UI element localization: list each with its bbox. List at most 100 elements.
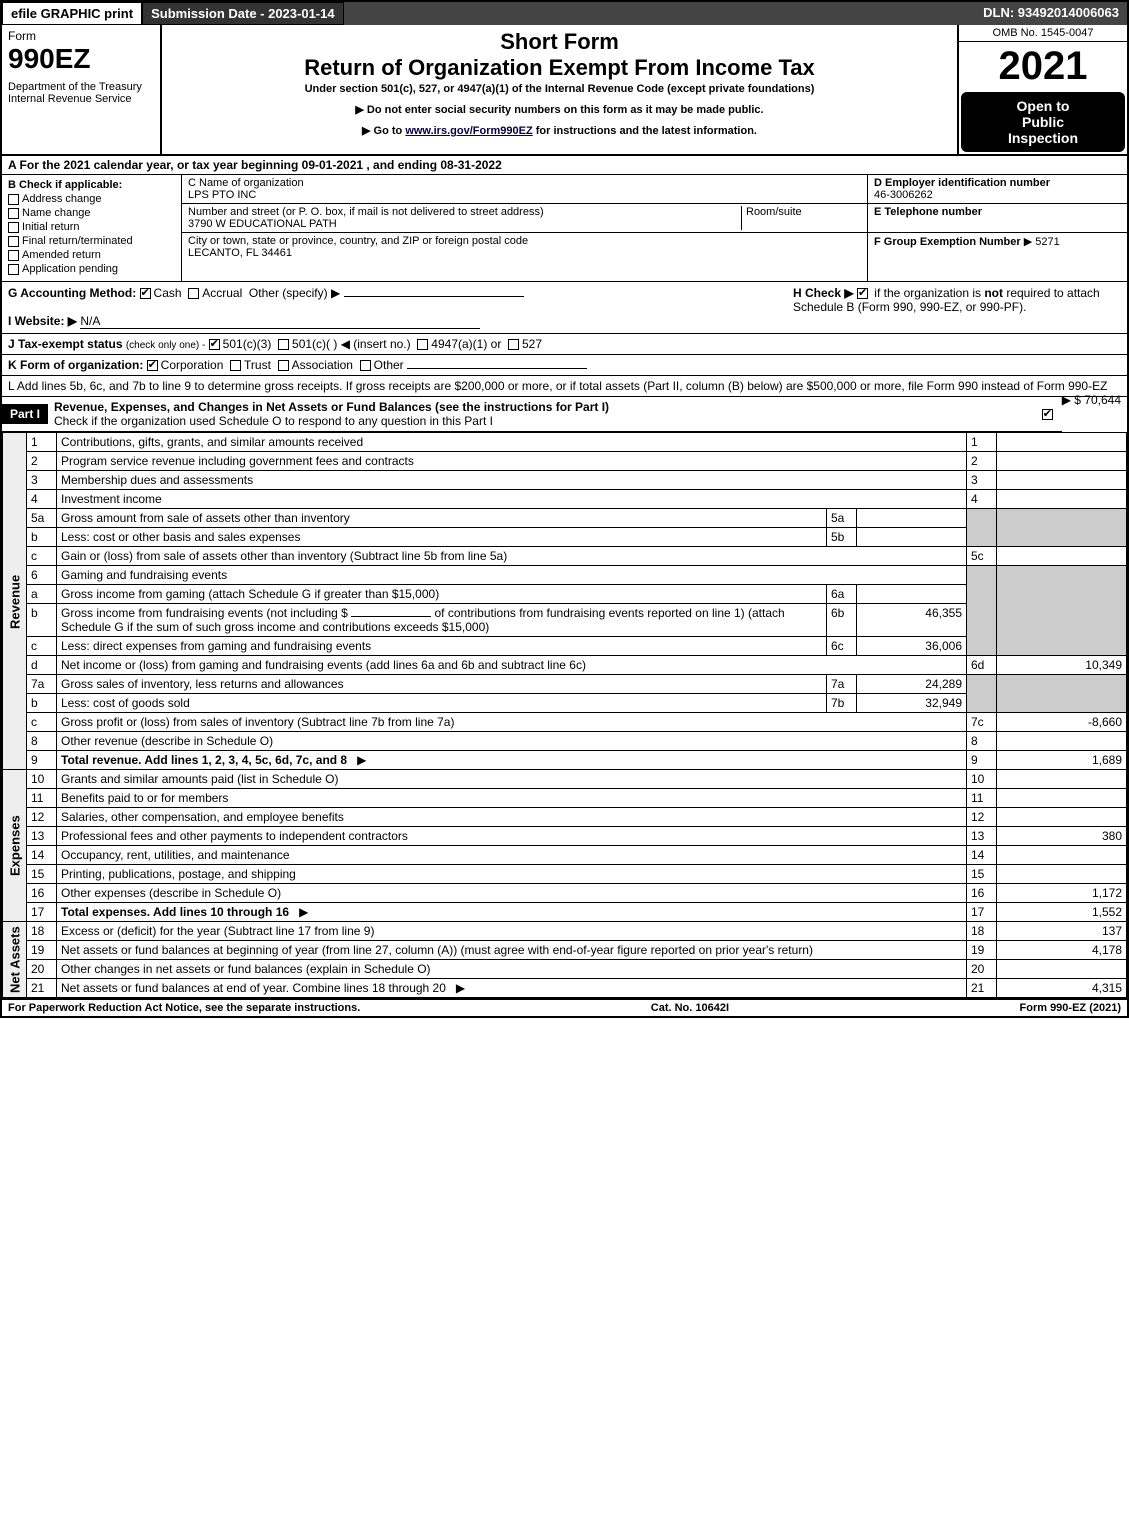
h-label: H Check ▶ [793,286,854,300]
check-527[interactable] [508,339,519,350]
expenses-sidelabel: Expenses [3,770,27,922]
l6b-ibox: 6b [827,604,857,637]
check-application-pending[interactable]: Application pending [8,263,175,275]
l17-value: 1,552 [997,903,1127,922]
department-label: Department of the Treasury Internal Reve… [8,81,154,105]
check-cash[interactable] [140,288,151,299]
efile-print-button[interactable]: efile GRAPHIC print [2,2,142,25]
line-17: 17 Total expenses. Add lines 10 through … [3,903,1127,922]
l18-num: 18 [27,922,57,941]
l10-text: Grants and similar amounts paid (list in… [61,772,338,786]
org-name-label: C Name of organization [188,177,304,189]
other-input[interactable] [344,296,524,297]
check-accrual[interactable] [188,288,199,299]
l15-num: 15 [27,865,57,884]
revenue-table: Revenue 1 Contributions, gifts, grants, … [2,432,1127,998]
check-trust[interactable] [230,360,241,371]
check-4947a1[interactable] [417,339,428,350]
group-exemption-label: F Group Exemption Number [874,236,1021,248]
l5a-ivalue [857,509,967,528]
telephone-label: E Telephone number [874,206,982,218]
l6b-text1: Gross income from fundraising events (no… [61,606,348,620]
l12-text: Salaries, other compensation, and employ… [61,810,344,824]
g-label: G Accounting Method: [8,286,136,300]
accrual-label: Accrual [202,286,242,300]
l-amount: ▶ $ 70,644 [1062,393,1121,407]
schedule-b-check: H Check ▶ if the organization is not req… [787,282,1127,333]
l6a-text: Gross income from gaming (attach Schedul… [61,587,439,601]
check-schedule-o[interactable] [1042,409,1053,420]
l6b-blank[interactable] [351,616,431,617]
col-d-ein: D Employer identification number 46-3006… [867,175,1127,281]
l16-box: 16 [967,884,997,903]
l7b-text: Less: cost of goods sold [61,696,190,710]
check-schedule-b[interactable] [857,288,868,299]
line-20: 20 Other changes in net assets or fund b… [3,960,1127,979]
l17-num: 17 [27,903,57,922]
street-cell: Number and street (or P. O. box, if mail… [182,204,867,233]
check-amended-return[interactable]: Amended return [8,249,175,261]
association-label: Association [292,358,353,372]
l21-value: 4,315 [997,979,1127,998]
l19-num: 19 [27,941,57,960]
l10-value [997,770,1127,789]
l9-num: 9 [27,751,57,770]
l7-greybox [967,675,997,713]
l5c-num: c [27,547,57,566]
l2-num: 2 [27,452,57,471]
org-name-value: LPS PTO INC [188,189,256,201]
street-label: Number and street (or P. O. box, if mail… [188,206,544,218]
l5c-value [997,547,1127,566]
l11-num: 11 [27,789,57,808]
l12-value [997,808,1127,827]
l5a-ibox: 5a [827,509,857,528]
l11-value [997,789,1127,808]
l6c-ibox: 6c [827,637,857,656]
other-org-input[interactable] [407,368,587,369]
check-address-change[interactable]: Address change [8,193,175,205]
l6c-ivalue: 36,006 [857,637,967,656]
l5c-text: Gain or (loss) from sale of assets other… [61,549,507,563]
website-input[interactable]: N/A [80,314,480,329]
l11-box: 11 [967,789,997,808]
l4-box: 4 [967,490,997,509]
l9-text: Total revenue. Add lines 1, 2, 3, 4, 5c,… [61,753,347,767]
l11-text: Benefits paid to or for members [61,791,228,805]
l8-text: Other revenue (describe in Schedule O) [61,734,273,748]
line-6b: b Gross income from fundraising events (… [3,604,1127,637]
telephone-cell: E Telephone number [868,204,1127,233]
irs-link[interactable]: www.irs.gov/Form990EZ [405,125,532,137]
header-mid: Short Form Return of Organization Exempt… [162,25,957,154]
check-other-org[interactable] [360,360,371,371]
tax-exempt-status: J Tax-exempt status (check only one) - 5… [2,334,1127,355]
check-final-return[interactable]: Final return/terminated [8,235,175,247]
line-8: 8 Other revenue (describe in Schedule O)… [3,732,1127,751]
line-2: 2 Program service revenue including gove… [3,452,1127,471]
l10-box: 10 [967,770,997,789]
l9-value: 1,689 [997,751,1127,770]
l7a-text: Gross sales of inventory, less returns a… [61,677,344,691]
501c-label: 501(c)( ) ◀ (insert no.) [292,337,411,351]
l5b-ibox: 5b [827,528,857,547]
check-association[interactable] [278,360,289,371]
l21-num: 21 [27,979,57,998]
check-initial-return[interactable]: Initial return [8,221,175,233]
website-label: I Website: ▶ [8,314,77,328]
line-5a: 5a Gross amount from sale of assets othe… [3,509,1127,528]
check-corporation[interactable] [147,360,158,371]
l10-num: 10 [27,770,57,789]
form-990ez-page: efile GRAPHIC print Submission Date - 20… [0,0,1129,1018]
check-name-change[interactable]: Name change [8,207,175,219]
l7c-num: c [27,713,57,732]
l12-num: 12 [27,808,57,827]
l6a-ibox: 6a [827,585,857,604]
l13-num: 13 [27,827,57,846]
irs-link-note: ▶ Go to www.irs.gov/Form990EZ for instru… [168,124,951,137]
l6d-value: 10,349 [997,656,1127,675]
l15-text: Printing, publications, postage, and shi… [61,867,296,881]
street-value: 3790 W EDUCATIONAL PATH [188,218,337,230]
check-501c[interactable] [278,339,289,350]
l13-text: Professional fees and other payments to … [61,829,408,843]
line-3: 3 Membership dues and assessments 3 [3,471,1127,490]
check-501c3[interactable] [209,339,220,350]
